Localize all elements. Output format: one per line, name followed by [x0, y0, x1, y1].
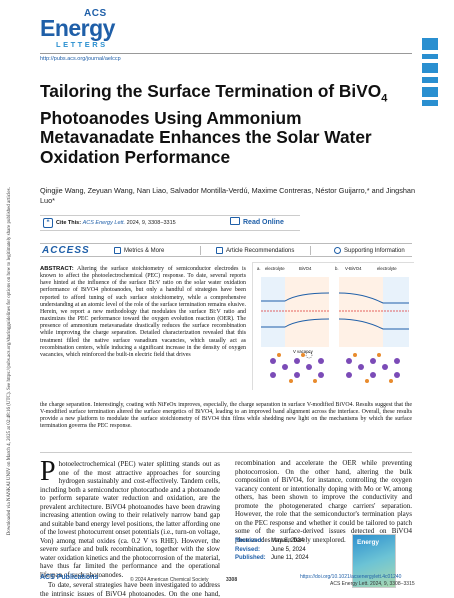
article-title: Tailoring the Surface Termination of BiV…: [40, 81, 388, 167]
cite-icon[interactable]: ❝: [43, 218, 53, 228]
document-icon: [216, 247, 223, 254]
metrics-icon: [114, 247, 121, 254]
journal-url[interactable]: http://pubs.acs.org/journal/aelccp: [40, 56, 121, 62]
metrics-link[interactable]: Metrics & More: [114, 247, 164, 254]
citation: Cite This: ACS Energy Lett. 2024, 9, 330…: [56, 220, 176, 226]
abstract-continued: the charge separation. Interestingly, co…: [40, 402, 412, 430]
access-label: ACCESS: [42, 245, 90, 256]
toc-graphic: a. electrolyte BiVO4 b. V-BiVO4 electrol…: [252, 262, 415, 391]
read-online-link[interactable]: Read Online: [230, 217, 284, 226]
journal-logo[interactable]: ACS Energy LETTERS: [40, 6, 128, 50]
drop-cap: P: [40, 456, 56, 487]
logo-acs: ACS: [84, 8, 107, 19]
acs-publications-logo[interactable]: ACS Publications: [40, 574, 99, 581]
page-number: 3308: [226, 577, 238, 583]
info-icon: [334, 247, 341, 254]
access-bar: ACCESS Metrics & More Article Recommenda…: [40, 243, 412, 257]
journal-reference: ACS Energy Lett. 2024, 9, 3308−3315: [330, 581, 415, 587]
abstract-left: ABSTRACT: Altering the surface stoichiom…: [40, 266, 246, 358]
letter-band-icon: [420, 38, 440, 108]
read-online-icon: [230, 217, 240, 225]
logo-letters: LETTERS: [56, 40, 108, 49]
copyright: © 2024 American Chemical Society: [130, 577, 209, 583]
logo-energy: Energy: [40, 15, 115, 41]
recommendations-link[interactable]: Article Recommendations: [216, 247, 294, 254]
body-column-right: recombination and accelerate the OER whi…: [235, 459, 412, 544]
publication-dates: Received: May 6, 2024 Revised: June 5, 202…: [235, 538, 309, 561]
header-divider: [40, 53, 412, 54]
cite-bar: ❝ Cite This: ACS Energy Lett. 2024, 9, 3…: [40, 215, 300, 231]
journal-cover-thumbnail[interactable]: Energy: [352, 534, 396, 588]
body-divider: [40, 452, 412, 453]
supporting-info-link[interactable]: Supporting Information: [334, 247, 405, 254]
author-list: Qingjie Wang, Zeyuan Wang, Nan Liao, Sal…: [40, 186, 416, 205]
download-note: Downloaded via NANKAI UNIV on March 4, 2…: [6, 187, 12, 536]
doi-link[interactable]: https://doi.org/10.1021/acsenergylett.4c…: [300, 574, 402, 580]
